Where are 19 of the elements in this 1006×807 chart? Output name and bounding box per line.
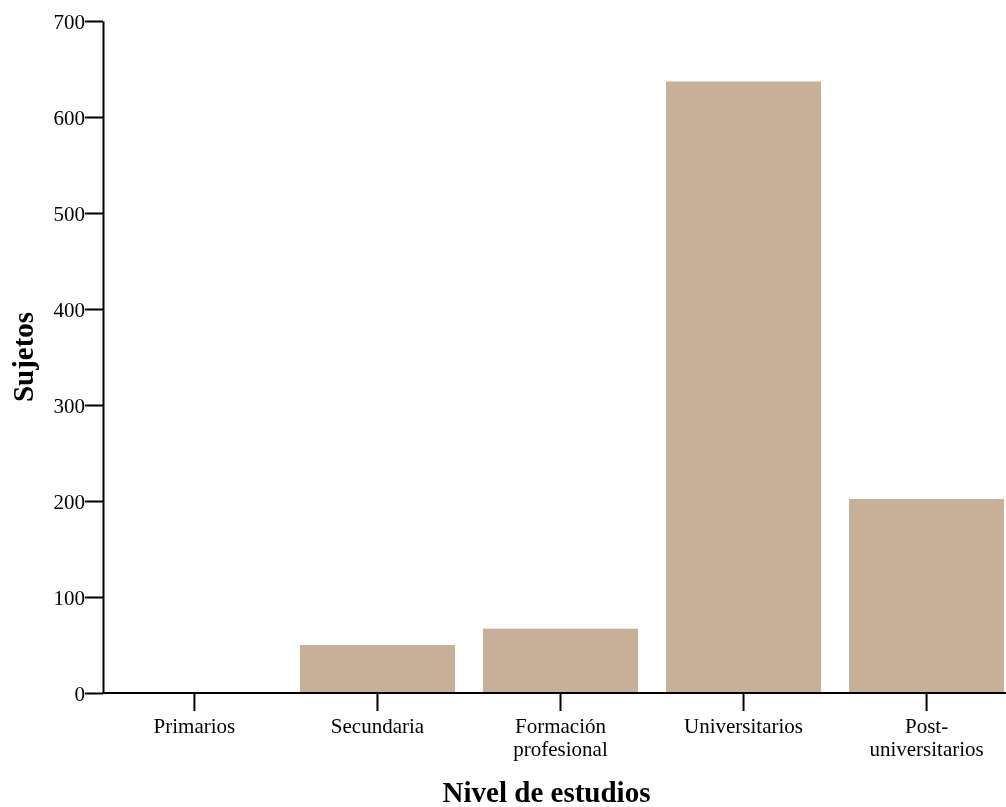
bar (299, 645, 455, 693)
x-tick-label: Post-universitarios (869, 714, 984, 762)
bar (849, 499, 1005, 693)
y-tick-label: 200 (53, 489, 85, 514)
y-tick-label: 0 (74, 681, 85, 706)
bar (666, 81, 822, 693)
y-tick-label: 300 (53, 393, 85, 418)
x-tick-label: Secundaria (330, 714, 425, 738)
bar (482, 628, 639, 693)
x-axis-title: Nivel de estudios (442, 776, 651, 807)
y-tick-label: 400 (53, 297, 85, 322)
x-tick-label: Primarios (153, 714, 236, 738)
y-tick-label: 600 (53, 105, 85, 130)
y-tick-label: 100 (53, 585, 85, 610)
x-tick-label: Universitarios (684, 714, 804, 738)
y-tick-label: 700 (53, 9, 85, 34)
y-tick-label: 500 (53, 201, 85, 226)
x-tick-label: Formación profesional (513, 714, 608, 762)
y-axis-title: Sujetos (7, 311, 39, 403)
